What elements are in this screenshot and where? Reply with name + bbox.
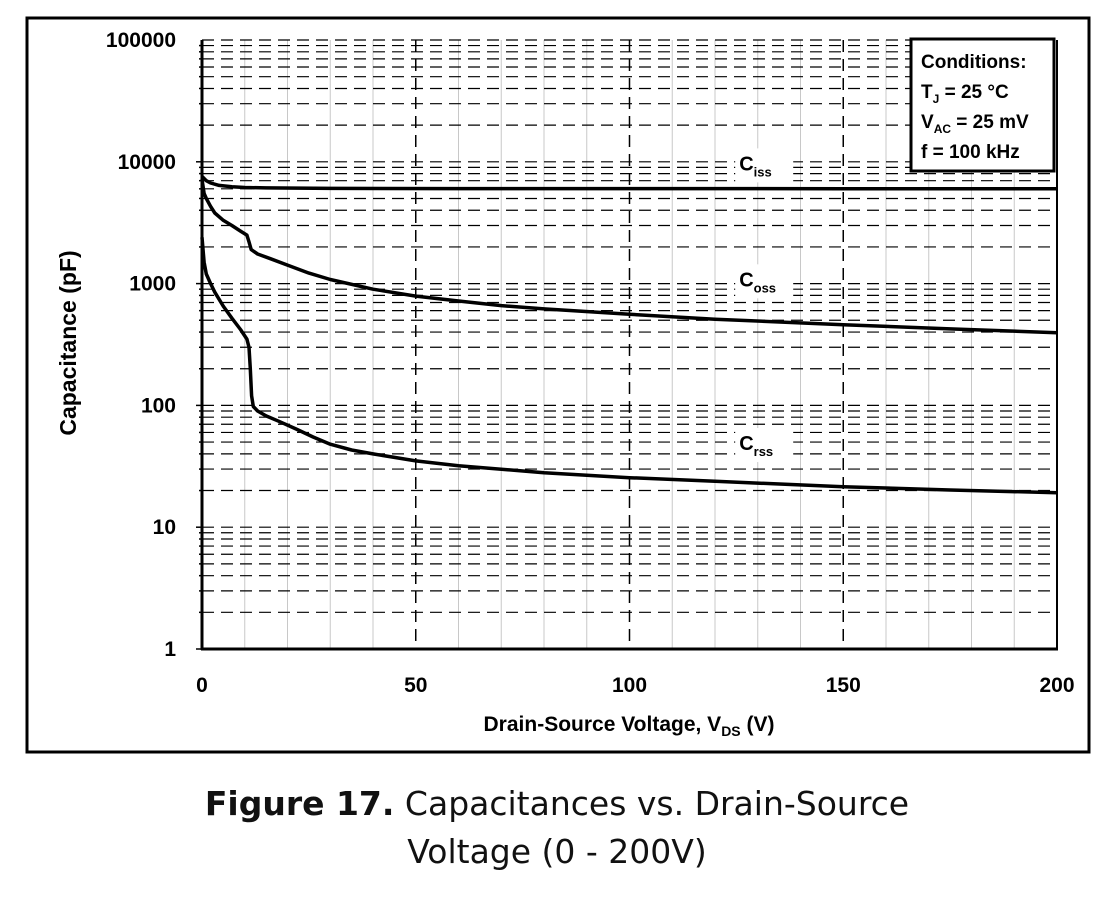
caption-line-1: Figure 17. Capacitances vs. Drain-Source bbox=[0, 780, 1114, 828]
x-tick-label: 100 bbox=[612, 674, 647, 697]
legend-line-frequency: f = 100 kHz bbox=[921, 142, 1020, 163]
legend-box bbox=[909, 37, 1056, 173]
y-tick-label: 10 bbox=[153, 516, 176, 539]
y-tick-label: 10000 bbox=[118, 151, 176, 174]
series-label-Coss: Coss bbox=[739, 269, 776, 295]
x-tick-label: 200 bbox=[1039, 674, 1074, 697]
x-tick-label: 50 bbox=[404, 674, 427, 697]
y-tick-label: 1000 bbox=[129, 273, 176, 296]
chart: 1 10 100 1000 10000 100000 0 50 100 150 200 Ciss Co… bbox=[25, 16, 1091, 754]
legend-title: Conditions: bbox=[921, 52, 1027, 73]
x-axis-title: Drain-Source Voltage, VDS (V) bbox=[484, 713, 775, 739]
series-label-Ciss: Ciss bbox=[739, 153, 772, 179]
legend-line-vac: VAC = 25 mV bbox=[921, 112, 1029, 136]
series-label-background bbox=[735, 148, 794, 183]
series-labels: Ciss Coss Crss bbox=[735, 148, 794, 463]
x-axis-title-tail: (V) bbox=[741, 713, 775, 736]
series-label-background bbox=[735, 428, 794, 463]
x-tick-label: 150 bbox=[826, 674, 861, 697]
y-tick-label: 1 bbox=[164, 638, 176, 661]
series-label-Crss: Crss bbox=[739, 433, 773, 459]
y-tick-label: 100 bbox=[141, 394, 176, 417]
x-tick-label: 0 bbox=[196, 674, 208, 697]
series-label-background bbox=[735, 264, 794, 299]
y-axis-title: Capacitance (pF) bbox=[55, 250, 81, 435]
axes: 1 10 100 1000 10000 100000 0 50 100 150 200 bbox=[106, 29, 1075, 697]
legend-line-temperature: TJ = 25 °C bbox=[921, 82, 1009, 106]
y-tick-label: 100000 bbox=[106, 29, 176, 52]
caption-figure-number: Figure 17. bbox=[204, 784, 395, 823]
legend: Conditions: TJ = 25 °C VAC = 25 mV f = 1… bbox=[909, 37, 1056, 173]
series-line-Ciss bbox=[200, 175, 1058, 191]
caption-title: Capacitances vs. Drain-Source bbox=[394, 784, 910, 823]
curves bbox=[200, 175, 1058, 495]
x-axis-title-main: Drain-Source Voltage, V bbox=[484, 713, 722, 736]
caption-line-2: Voltage (0 - 200V) bbox=[407, 832, 707, 871]
series-line-Crss bbox=[200, 237, 1058, 495]
series-line-Coss bbox=[200, 178, 1058, 335]
figure-caption: Figure 17. Capacitances vs. Drain-Source… bbox=[0, 780, 1114, 876]
x-axis-title-sub: DS bbox=[721, 723, 740, 739]
